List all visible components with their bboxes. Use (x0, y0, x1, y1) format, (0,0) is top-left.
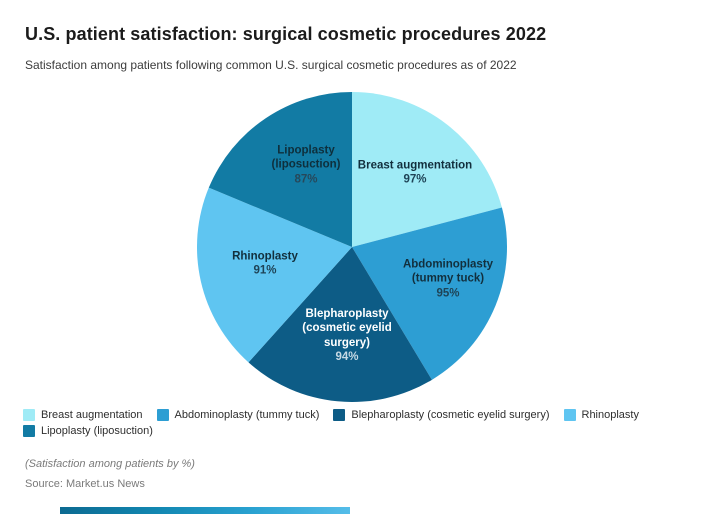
chart-legend: Breast augmentation Abdominoplasty (tummy… (23, 409, 695, 437)
pie-slice-3 (197, 187, 352, 363)
legend-swatch-icon (156, 409, 169, 421)
pie-slice-1 (352, 207, 507, 380)
legend-swatch-icon (563, 409, 576, 421)
legend-item-3: Rhinoplasty (563, 409, 639, 421)
source-credit: Source: Market.us News (25, 478, 145, 490)
legend-label: Blepharoplasty (cosmetic eyelid surgery) (351, 409, 550, 421)
pie-slice-2 (248, 247, 432, 402)
legend-item-2: Blepharoplasty (cosmetic eyelid surgery) (333, 409, 550, 421)
legend-item-0: Breast augmentation (23, 409, 143, 421)
legend-label: Breast augmentation (41, 409, 143, 421)
legend-item-4: Lipoplasty (liposuction) (23, 425, 153, 437)
pie-chart (197, 92, 507, 402)
unit-note: (Satisfaction among patients by %) (25, 458, 195, 470)
legend-label: Lipoplasty (liposuction) (41, 425, 153, 437)
legend-label: Abdominoplasty (tummy tuck) (174, 409, 320, 421)
pie-slice-4 (208, 92, 352, 247)
legend-swatch-icon (23, 409, 35, 421)
legend-swatch-icon (333, 409, 346, 421)
page-subtitle: Satisfaction among patients following co… (25, 58, 517, 72)
legend-label: Rhinoplasty (581, 409, 639, 421)
page-title: U.S. patient satisfaction: surgical cosm… (25, 24, 547, 44)
legend-item-1: Abdominoplasty (tummy tuck) (156, 409, 320, 421)
legend-swatch-icon (23, 425, 35, 437)
pie-slice-0 (352, 92, 502, 247)
brand-accent-bar (60, 507, 350, 514)
